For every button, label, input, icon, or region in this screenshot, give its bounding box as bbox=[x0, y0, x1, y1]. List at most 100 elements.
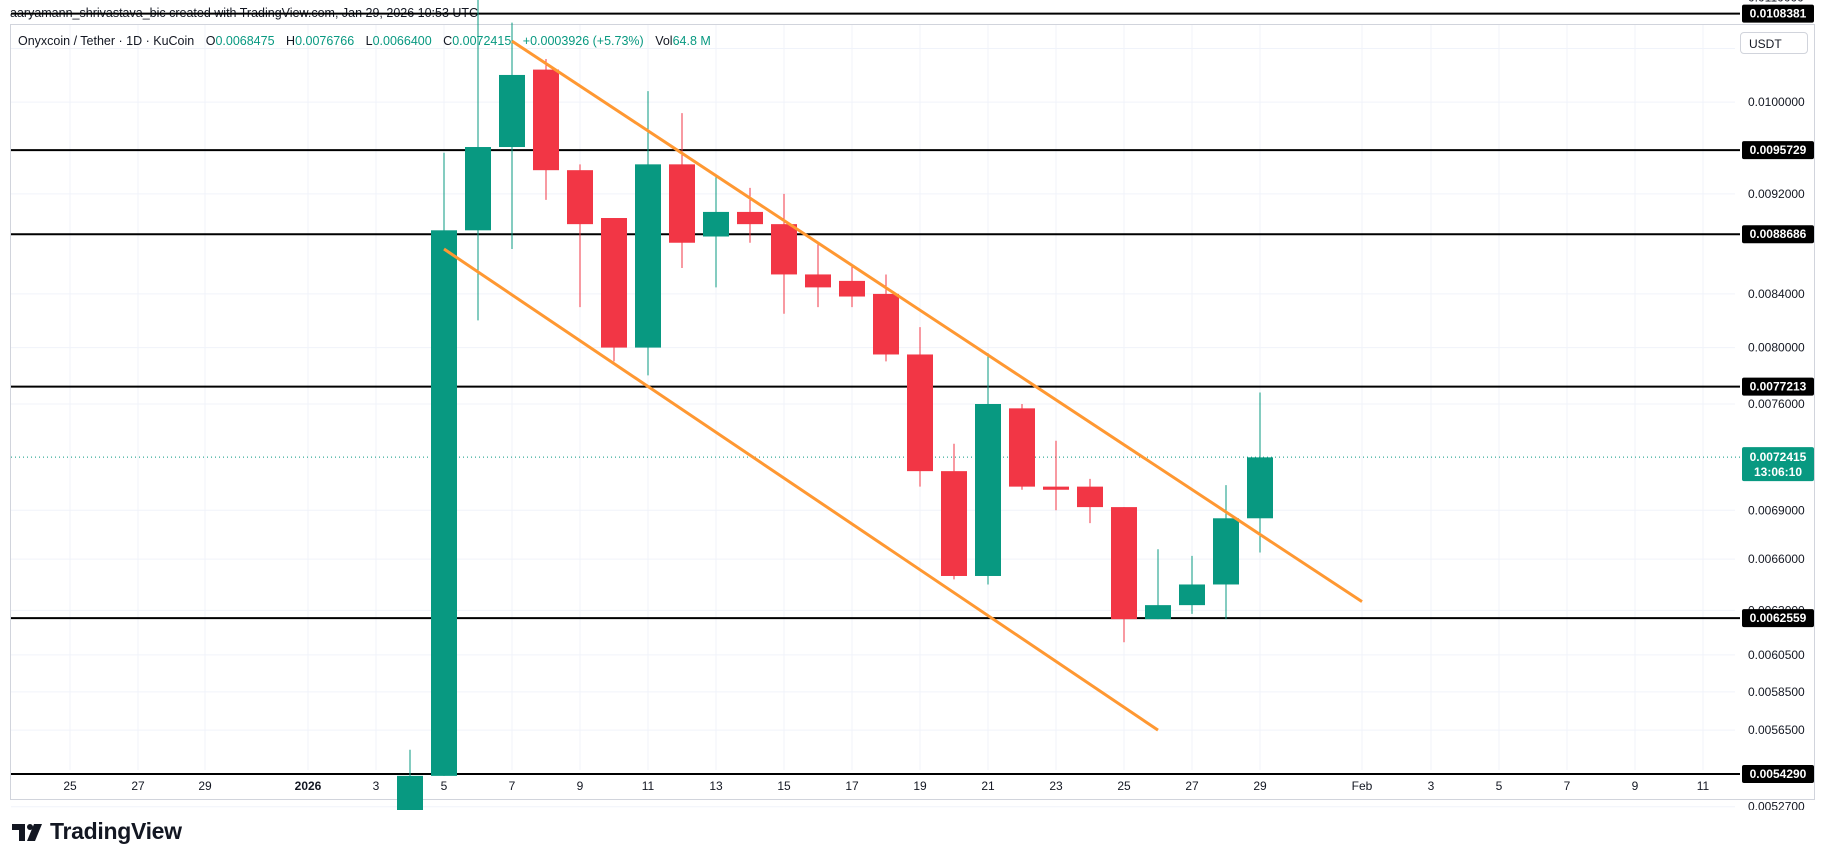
candle-body bbox=[601, 218, 627, 348]
candle-body bbox=[703, 211, 729, 237]
x-tick-label: 9 bbox=[577, 779, 584, 793]
level-badge-bg bbox=[1742, 609, 1814, 628]
level-badge-bg bbox=[1742, 4, 1814, 23]
grid-layer bbox=[11, 25, 1735, 808]
y-tick-label: 0.0058500 bbox=[1748, 685, 1805, 699]
channel-upper-line bbox=[511, 39, 1363, 603]
candle-down bbox=[1043, 440, 1069, 511]
y-tick-label: 0.0052700 bbox=[1748, 800, 1805, 810]
channel-lower-line bbox=[443, 247, 1159, 732]
y-tick-label: 0.0069000 bbox=[1748, 503, 1805, 517]
candle-up bbox=[431, 152, 457, 776]
candle-body bbox=[1179, 584, 1205, 606]
candle-up bbox=[1179, 555, 1205, 614]
open-key: O bbox=[205, 34, 216, 48]
candle-body bbox=[907, 354, 933, 472]
candle-down bbox=[771, 193, 797, 314]
candle-body bbox=[465, 147, 491, 231]
candle-body bbox=[533, 69, 559, 171]
level-badge: 0.0108381 bbox=[1750, 7, 1807, 21]
volume-value: 64.8 M bbox=[672, 34, 711, 48]
horizontal-levels bbox=[11, 12, 1740, 776]
y-tick-label: 0.0066000 bbox=[1748, 552, 1805, 566]
current-price-badge-bg bbox=[1742, 447, 1814, 482]
x-tick-label: 27 bbox=[131, 779, 145, 793]
candlestick-chart[interactable]: 25 27 29 2026 3 5 7 9 11 13 15 17 19 21 23 25 27 29 Feb 3 5 7… bbox=[0, 0, 1825, 810]
x-tick-label: 5 bbox=[1496, 779, 1503, 793]
symbol-name[interactable]: Onyxcoin / Tether · 1D · KuCoin bbox=[18, 34, 195, 48]
tradingview-logo-icon bbox=[12, 823, 42, 841]
candle-body bbox=[1213, 518, 1239, 585]
candle-body bbox=[975, 404, 1001, 576]
candle-body bbox=[1247, 457, 1273, 519]
candle-up bbox=[1213, 485, 1239, 620]
currency-button[interactable]: USDT bbox=[1740, 32, 1808, 54]
candle-body bbox=[397, 775, 423, 810]
level-badge: 0.0077213 bbox=[1750, 380, 1807, 394]
high-value: 0.0076766 bbox=[295, 34, 355, 48]
volume-key: Vol bbox=[655, 34, 673, 48]
brand-name: TradingView bbox=[50, 818, 182, 844]
x-tick-label: 3 bbox=[1428, 779, 1435, 793]
candle-body bbox=[737, 211, 763, 225]
x-tick-label: 2026 bbox=[295, 779, 322, 793]
candles bbox=[397, 0, 1273, 810]
candle-body bbox=[567, 170, 593, 225]
close-key: C bbox=[443, 34, 453, 48]
level-badge-bg bbox=[1742, 765, 1814, 784]
level-badge-bg bbox=[1742, 141, 1814, 160]
y-tick-label: 0.0092000 bbox=[1748, 187, 1805, 201]
candle-body bbox=[1111, 507, 1137, 620]
x-tick-label: 25 bbox=[1117, 779, 1131, 793]
channel-lines bbox=[443, 39, 1363, 732]
countdown-badge: 13:06:10 bbox=[1754, 465, 1802, 479]
x-tick-label: 5 bbox=[441, 779, 448, 793]
candle-body bbox=[771, 224, 797, 275]
candle-up bbox=[465, 0, 491, 321]
y-tick-label: 0.0076000 bbox=[1748, 397, 1805, 411]
candle-down bbox=[873, 274, 899, 362]
price-badges: 0.0108381 0.0095729 0.0088686 0.0077213 0.00… bbox=[1742, 4, 1814, 784]
candle-body bbox=[669, 164, 695, 243]
candle-up bbox=[499, 22, 525, 250]
level-badge: 0.0062559 bbox=[1750, 611, 1807, 625]
open-value: 0.0068475 bbox=[215, 34, 275, 48]
y-tick-label: 0.0100000 bbox=[1748, 95, 1805, 109]
x-tick-label: 11 bbox=[1697, 779, 1710, 793]
x-tick-label: 29 bbox=[1253, 779, 1267, 793]
candle-down bbox=[533, 58, 559, 200]
x-tick-label: 29 bbox=[198, 779, 212, 793]
symbol-legend: Onyxcoin / Tether · 1D · KuCoin O0.00684… bbox=[18, 34, 719, 48]
candle-body bbox=[839, 280, 865, 297]
candle-body bbox=[941, 471, 967, 576]
x-tick-label: 3 bbox=[373, 779, 380, 793]
candle-body bbox=[1043, 486, 1069, 490]
current-price-badge: 0.0072415 bbox=[1750, 450, 1807, 464]
candle-up bbox=[1247, 392, 1273, 553]
low-value: 0.0066400 bbox=[372, 34, 432, 48]
x-tick-label: 21 bbox=[981, 779, 995, 793]
candle-down bbox=[669, 113, 695, 269]
candle-body bbox=[1009, 408, 1035, 487]
candle-body bbox=[873, 293, 899, 355]
candle-down bbox=[1009, 404, 1035, 490]
candle-up bbox=[1145, 549, 1171, 620]
x-tick-label: 11 bbox=[642, 779, 655, 793]
brand[interactable]: TradingView bbox=[12, 818, 182, 845]
y-tick-label: 0.0060500 bbox=[1748, 648, 1805, 662]
axes: 25 27 29 2026 3 5 7 9 11 13 15 17 19 21 23 25 27 29 Feb 3 5 7… bbox=[63, 0, 1805, 810]
candle-body bbox=[499, 74, 525, 148]
x-tick-label: Feb bbox=[1352, 779, 1373, 793]
y-tick-label: 0.0084000 bbox=[1748, 287, 1805, 301]
x-tick-label: 9 bbox=[1632, 779, 1639, 793]
candle-down bbox=[1111, 507, 1137, 643]
level-badge-bg bbox=[1742, 225, 1814, 244]
candle-body bbox=[431, 230, 457, 776]
level-badge: 0.0088686 bbox=[1750, 227, 1807, 241]
candle-down bbox=[1077, 478, 1103, 524]
x-tick-label: 17 bbox=[845, 779, 859, 793]
candle-down bbox=[839, 265, 865, 308]
candle-up bbox=[397, 749, 423, 810]
level-badge-bg bbox=[1742, 377, 1814, 396]
candle-down bbox=[805, 242, 831, 308]
